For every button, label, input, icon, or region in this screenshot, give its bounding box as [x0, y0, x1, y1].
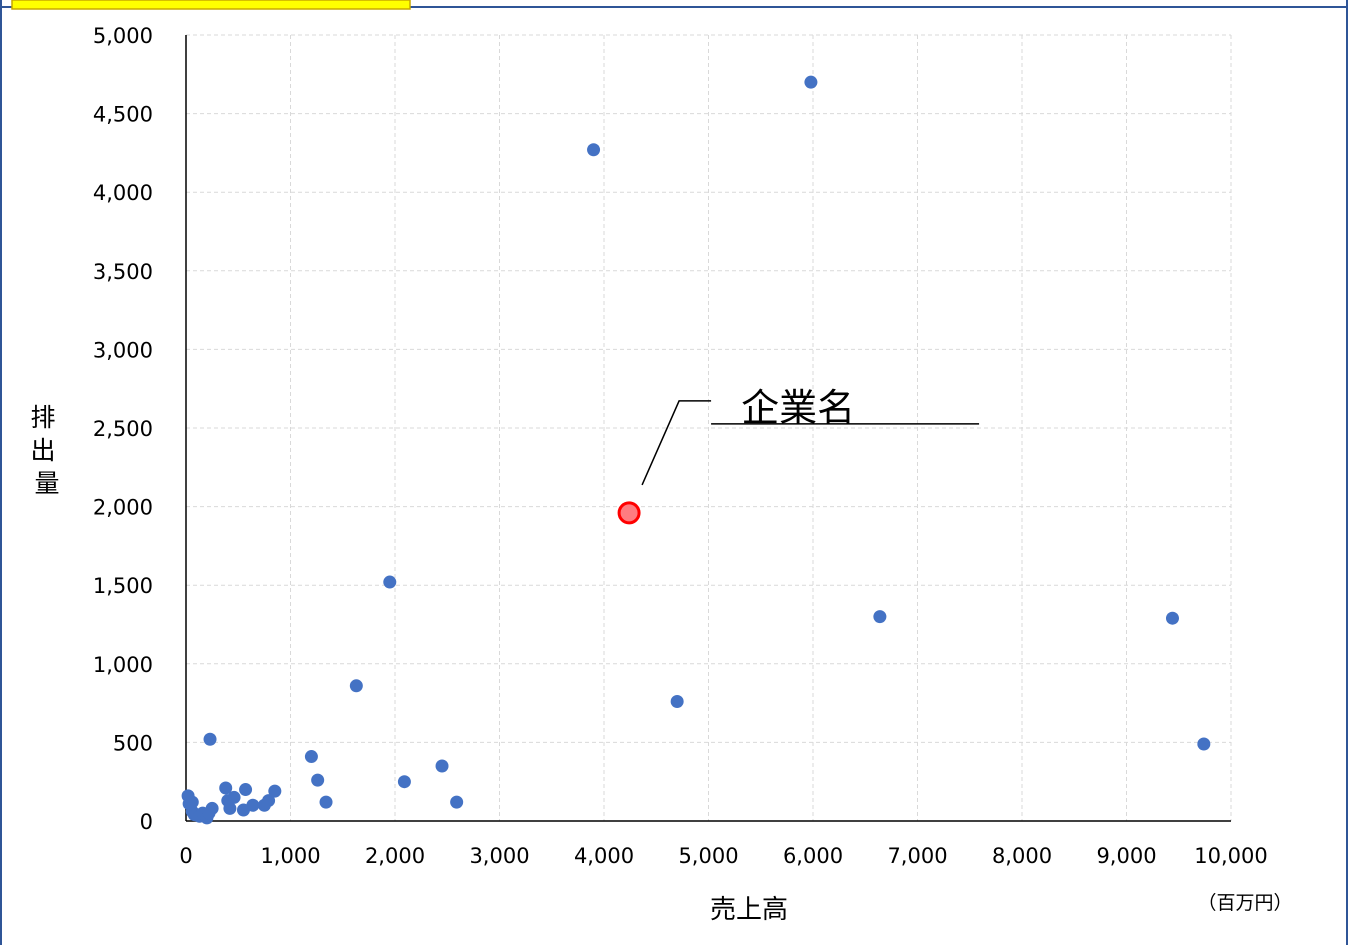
x-tick-label: 2,000	[365, 844, 425, 868]
data-point	[397, 775, 411, 789]
data-point	[311, 773, 325, 787]
data-point	[1197, 737, 1211, 751]
y-tick-labels: 0 500 1,000 1,500 2,000 2,500 3,000 3,500 4,000 4…	[93, 24, 153, 834]
x-tick-label: 1,000	[260, 844, 320, 868]
y-tick-label: 1,000	[93, 653, 153, 677]
x-axis-unit: （百万円）	[1197, 892, 1292, 914]
x-tick-label: 5,000	[678, 844, 738, 868]
y-tick-label: 0	[140, 810, 153, 834]
y-tick-label: 5,000	[93, 24, 153, 48]
data-point	[203, 732, 217, 746]
x-tick-label: 8,000	[992, 844, 1052, 868]
data-point	[873, 610, 887, 624]
data-point	[587, 143, 601, 157]
x-tick-label: 6,000	[783, 844, 843, 868]
data-point	[268, 784, 282, 798]
data-point	[670, 695, 684, 709]
x-tick-label: 9,000	[1096, 844, 1156, 868]
data-point	[227, 790, 241, 804]
y-tick-label: 2,000	[93, 496, 153, 520]
data-point	[219, 781, 233, 795]
highlight-group: 企業名	[617, 386, 980, 525]
x-tick-label: 4,000	[574, 844, 634, 868]
y-tick-label: 4,500	[93, 103, 153, 127]
axes	[185, 35, 1231, 822]
data-point	[239, 783, 253, 797]
header-tab	[11, 0, 411, 10]
data-point	[1165, 611, 1179, 625]
data-point	[319, 795, 333, 809]
data-point	[349, 679, 363, 693]
x-tick-label: 0	[179, 844, 192, 868]
data-point	[223, 801, 237, 815]
y-tick-label: 2,500	[93, 417, 153, 441]
x-tick-label: 7,000	[887, 844, 947, 868]
data-point	[262, 794, 276, 808]
data-point	[450, 795, 464, 809]
y-axis-title: 排 出 量	[31, 403, 64, 498]
x-tick-label: 10,000	[1194, 844, 1267, 868]
data-point	[304, 750, 318, 764]
x-tick-labels: 0 1,000 2,000 3,000 4,000 5,000 6,000 7,000 8,00…	[179, 844, 1267, 868]
data-point	[804, 75, 818, 89]
data-point	[246, 798, 260, 812]
y-tick-label: 1,500	[93, 574, 153, 598]
highlight-label: 企業名	[741, 386, 855, 430]
y-tick-label: 4,000	[93, 181, 153, 205]
data-point	[383, 575, 397, 589]
y-tick-label: 500	[113, 731, 153, 755]
data-point	[205, 801, 219, 815]
leader-line	[641, 400, 712, 486]
x-tick-label: 3,000	[469, 844, 529, 868]
x-axis-title: 売上高	[710, 895, 788, 925]
data-points	[181, 75, 1211, 825]
y-tick-label: 3,000	[93, 338, 153, 362]
data-point	[435, 759, 449, 773]
highlight-point	[617, 501, 641, 525]
grid-lines	[186, 34, 1232, 821]
data-point	[185, 795, 199, 809]
y-tick-label: 3,500	[93, 260, 153, 284]
